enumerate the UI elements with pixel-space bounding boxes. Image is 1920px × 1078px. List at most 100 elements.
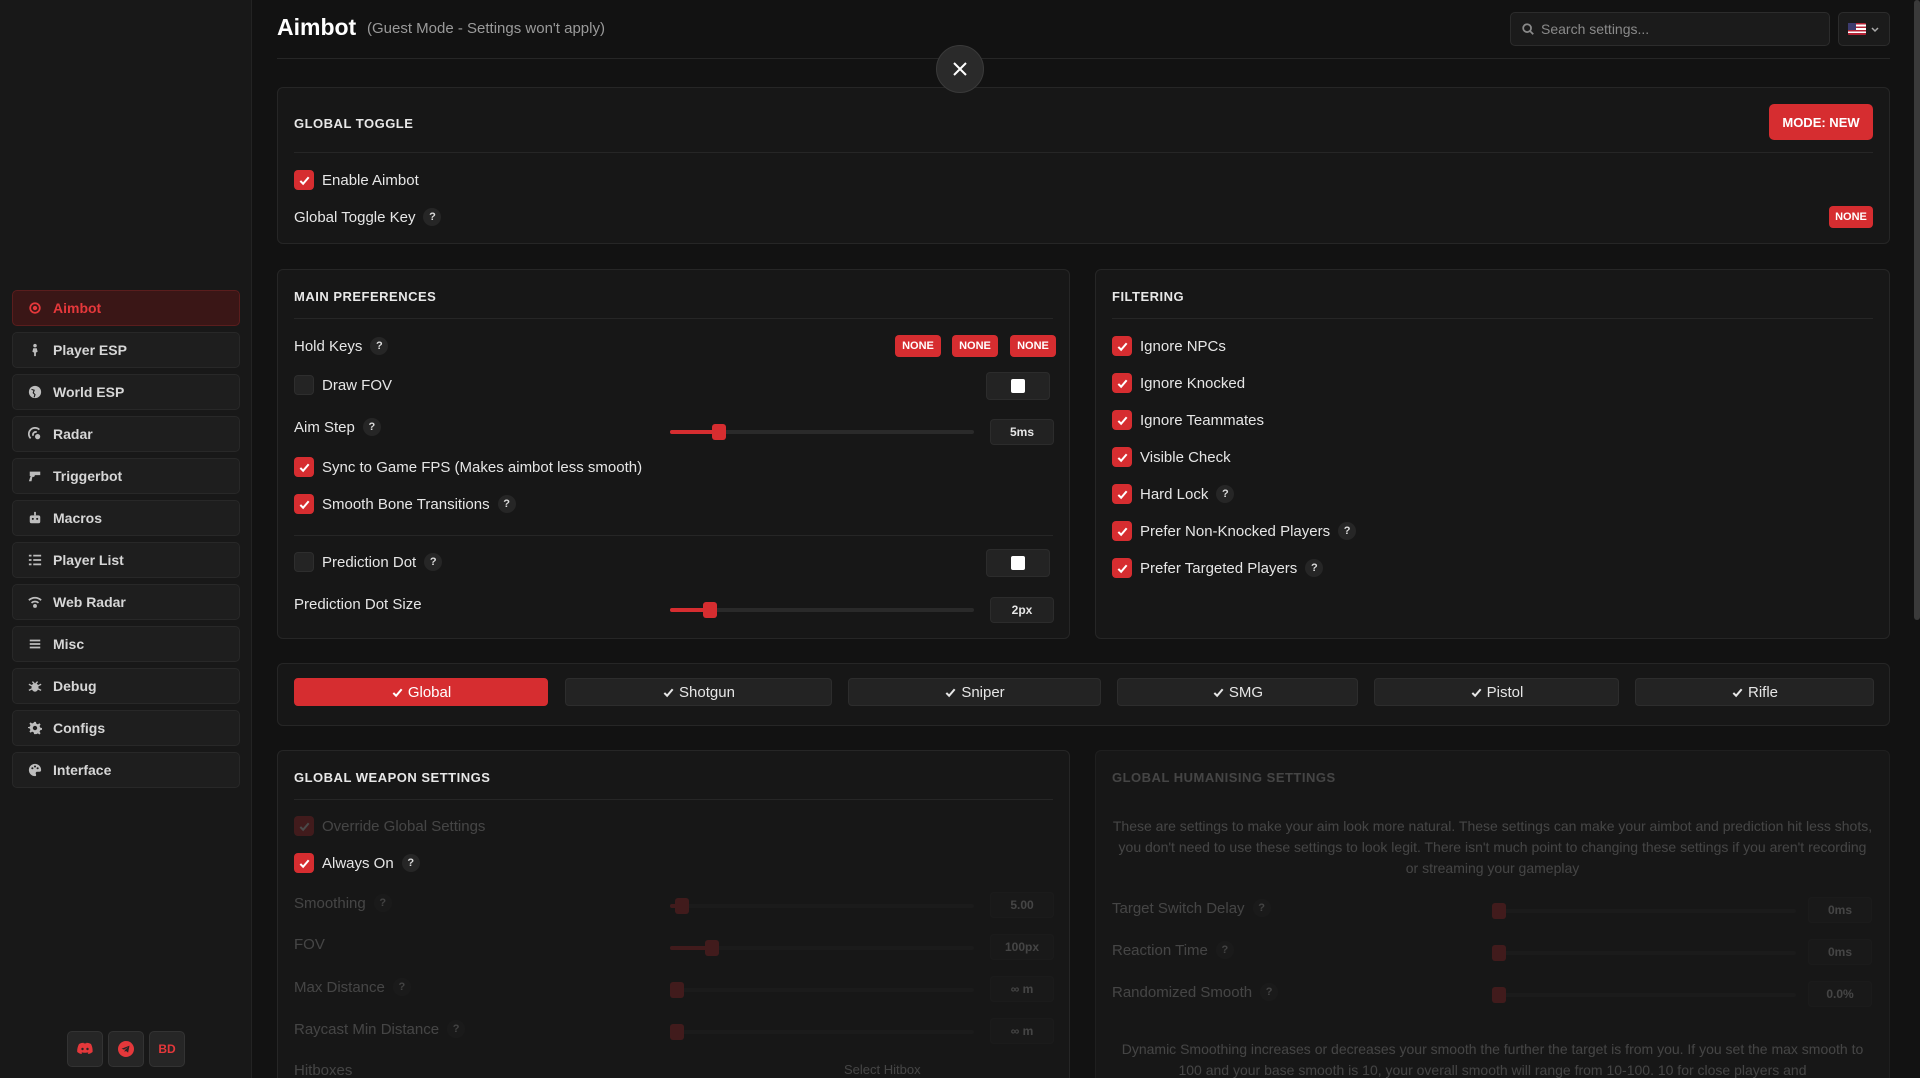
search-input[interactable] <box>1541 21 1811 37</box>
filter-item: Prefer Targeted Players? <box>1112 558 1324 578</box>
help-icon[interactable]: ? <box>362 418 381 436</box>
tab-smg[interactable]: SMG <box>1117 678 1358 706</box>
slider-thumb[interactable] <box>711 424 726 440</box>
max-distance-slider[interactable] <box>670 982 974 998</box>
target-switch-value[interactable]: 0ms <box>1808 897 1872 923</box>
randomized-value[interactable]: 0.0% <box>1808 981 1872 1007</box>
help-icon[interactable]: ? <box>401 854 420 872</box>
slider-thumb[interactable] <box>702 602 717 618</box>
sidebar-item-triggerbot[interactable]: Triggerbot <box>12 458 240 494</box>
sidebar-item-world-esp[interactable]: World ESP <box>12 374 240 410</box>
help-icon[interactable]: ? <box>1215 941 1234 959</box>
help-icon[interactable]: ? <box>373 894 392 912</box>
scrollbar[interactable] <box>1914 0 1920 620</box>
slider-thumb[interactable] <box>675 898 689 914</box>
sidebar-item-player-esp[interactable]: Player ESP <box>12 332 240 368</box>
search-box[interactable] <box>1510 12 1830 46</box>
sidebar-item-misc[interactable]: Misc <box>12 626 240 662</box>
person-icon <box>27 342 43 358</box>
slider-thumb[interactable] <box>1492 945 1506 961</box>
max-distance-value[interactable]: ∞ m <box>990 976 1054 1002</box>
randomized-slider[interactable] <box>1492 987 1796 1003</box>
sync-fps-checkbox[interactable] <box>294 457 314 477</box>
raycast-row: Raycast Min Distance ? <box>294 1020 466 1038</box>
prediction-dot-size-value[interactable]: 2px <box>990 597 1054 623</box>
help-icon[interactable]: ? <box>1252 899 1271 917</box>
filter-checkbox[interactable] <box>1112 336 1132 356</box>
tab-pistol[interactable]: Pistol <box>1374 678 1619 706</box>
raycast-label: Raycast Min Distance <box>294 1020 440 1038</box>
hold-key-button[interactable]: NONE <box>1010 335 1056 357</box>
sidebar-item-radar[interactable]: Radar <box>12 416 240 452</box>
reaction-slider[interactable] <box>1492 945 1796 961</box>
sidebar-item-configs[interactable]: Configs <box>12 710 240 746</box>
help-icon[interactable]: ? <box>1338 522 1357 540</box>
reaction-value[interactable]: 0ms <box>1808 939 1872 965</box>
enable-aimbot-checkbox[interactable] <box>294 170 314 190</box>
smooth-bone-checkbox[interactable] <box>294 494 314 514</box>
prediction-dot-checkbox[interactable] <box>294 552 314 572</box>
prediction-dot-color-picker[interactable] <box>986 549 1050 577</box>
smoothing-slider[interactable] <box>670 898 974 914</box>
always-on-checkbox[interactable] <box>294 853 314 873</box>
help-icon[interactable]: ? <box>447 1020 466 1038</box>
sidebar-item-macros[interactable]: Macros <box>12 500 240 536</box>
language-selector[interactable] <box>1838 12 1890 46</box>
draw-fov-checkbox[interactable] <box>294 375 314 395</box>
smoothing-value[interactable]: 5.00 <box>990 892 1054 918</box>
tab-rifle[interactable]: Rifle <box>1635 678 1874 706</box>
prediction-dot-size-slider[interactable] <box>670 602 974 618</box>
sidebar-item-web-radar[interactable]: Web Radar <box>12 584 240 620</box>
filter-checkbox[interactable] <box>1112 373 1132 393</box>
target-switch-slider[interactable] <box>1492 903 1796 919</box>
telegram-button[interactable] <box>108 1031 144 1067</box>
sync-fps-row: Sync to Game FPS (Makes aimbot less smoo… <box>294 457 642 477</box>
fov-value[interactable]: 100px <box>990 934 1054 960</box>
help-icon[interactable]: ? <box>1305 559 1324 577</box>
slider-thumb[interactable] <box>1492 903 1506 919</box>
tab-global[interactable]: Global <box>294 678 548 706</box>
slider-thumb[interactable] <box>670 982 684 998</box>
sidebar-item-player-list[interactable]: Player List <box>12 542 240 578</box>
fov-slider[interactable] <box>670 940 974 956</box>
help-icon[interactable]: ? <box>1216 485 1235 503</box>
raycast-slider[interactable] <box>670 1024 974 1040</box>
hitboxes-select[interactable]: Select Hitbox <box>844 1062 921 1077</box>
hold-key-button[interactable]: NONE <box>895 335 941 357</box>
panel-title: FILTERING <box>1112 289 1185 304</box>
sidebar-item-debug[interactable]: Debug <box>12 668 240 704</box>
aim-step-slider[interactable] <box>670 424 974 440</box>
filter-checkbox[interactable] <box>1112 484 1132 504</box>
global-toggle-key-button[interactable]: NONE <box>1829 206 1873 228</box>
bd-button[interactable]: BD <box>149 1031 185 1067</box>
palette-icon <box>27 762 43 778</box>
raycast-value[interactable]: ∞ m <box>990 1018 1054 1044</box>
help-icon[interactable]: ? <box>370 337 389 355</box>
help-icon[interactable]: ? <box>423 208 442 226</box>
help-icon[interactable]: ? <box>424 553 443 571</box>
slider-thumb[interactable] <box>1492 987 1506 1003</box>
sidebar-item-aimbot[interactable]: Aimbot <box>12 290 240 326</box>
sidebar-item-interface[interactable]: Interface <box>12 752 240 788</box>
filter-checkbox[interactable] <box>1112 558 1132 578</box>
aim-step-value[interactable]: 5ms <box>990 419 1054 445</box>
override-global-checkbox[interactable] <box>294 816 314 836</box>
filter-checkbox[interactable] <box>1112 410 1132 430</box>
help-icon[interactable]: ? <box>392 978 411 996</box>
fov-color-picker[interactable] <box>986 372 1050 400</box>
discord-button[interactable] <box>67 1031 103 1067</box>
slider-thumb[interactable] <box>705 940 719 956</box>
help-icon[interactable]: ? <box>497 495 516 513</box>
filter-checkbox[interactable] <box>1112 521 1132 541</box>
help-icon[interactable]: ? <box>1260 983 1279 1001</box>
tab-sniper[interactable]: Sniper <box>848 678 1101 706</box>
close-button[interactable] <box>936 45 984 93</box>
header-divider <box>277 58 1890 59</box>
draw-fov-label: Draw FOV <box>322 376 393 394</box>
slider-thumb[interactable] <box>670 1024 684 1040</box>
tab-shotgun[interactable]: Shotgun <box>565 678 832 706</box>
filter-checkbox[interactable] <box>1112 447 1132 467</box>
mode-button[interactable]: MODE: NEW <box>1769 104 1873 140</box>
hold-key-button[interactable]: NONE <box>952 335 998 357</box>
filter-item: Ignore Knocked <box>1112 373 1245 393</box>
